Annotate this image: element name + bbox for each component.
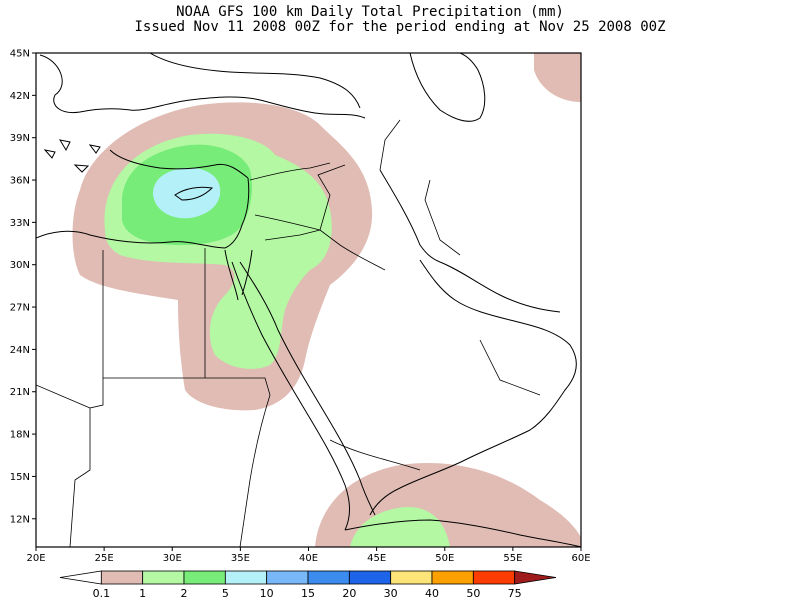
colorbar-label: 20 (342, 587, 356, 600)
lat-tick-label: 15N (10, 472, 30, 483)
colorbar-label: 75 (508, 587, 522, 600)
colorbar-label: 15 (301, 587, 315, 600)
lon-tick-label: 45E (367, 553, 386, 564)
colorbar-swatch (348, 570, 392, 585)
colorbar-swatch (431, 570, 474, 585)
lat-tick-label: 12N (10, 514, 30, 525)
lat-tick-label: 24N (10, 345, 30, 356)
colorbar-label: 40 (425, 587, 439, 600)
lon-tick-label: 60E (571, 553, 590, 564)
lat-tick-label: 21N (10, 387, 30, 398)
colorbar-swatch (224, 570, 268, 585)
lat-tick-label: 33N (10, 218, 30, 229)
colorbar-label: 2 (181, 587, 188, 600)
map-title: NOAA GFS 100 km Daily Total Precipitatio… (176, 4, 564, 20)
precip-area-5-10-eastmed (152, 167, 221, 219)
colorbar-swatch (59, 570, 102, 585)
colorbar-label: 5 (222, 587, 229, 600)
lat-tick-label: 30N (10, 260, 30, 271)
colorbar-swatch (472, 570, 516, 585)
lon-tick-label: 50E (435, 553, 454, 564)
lat-tick-label: 18N (10, 430, 30, 441)
lat-tick-label: 27N (10, 303, 30, 314)
lat-tick-label: 39N (10, 133, 30, 144)
colorbar-legend: 0.1 1 2 5 10 15 20 30 40 50 75 (59, 570, 557, 600)
latitude-axis: 45N 42N 39N 36N 33N 30N 27N 24N 21N 18N 15N 12N (10, 49, 36, 525)
lon-tick-label: 55E (503, 553, 522, 564)
colorbar-swatch (100, 570, 144, 585)
colorbar-swatch (307, 570, 350, 585)
lon-tick-label: 20E (26, 553, 45, 564)
lat-tick-label: 42N (10, 91, 30, 102)
precip-area-01-1-northeast (534, 53, 581, 102)
colorbar-label: 1 (139, 587, 146, 600)
map-subtitle: Issued Nov 11 2008 00Z for the period en… (134, 19, 666, 35)
country-borders (36, 119, 541, 547)
colorbar-label: 50 (466, 587, 480, 600)
coastlines (36, 53, 581, 547)
lon-tick-label: 25E (95, 553, 114, 564)
lon-tick-label: 35E (231, 553, 250, 564)
precipitation-fields (36, 53, 581, 547)
colorbar-label: 30 (384, 587, 398, 600)
colorbar-swatch (142, 570, 185, 585)
lon-tick-label: 40E (299, 553, 318, 564)
colorbar-label: 10 (260, 587, 274, 600)
lon-tick-label: 30E (163, 553, 182, 564)
colorbar-swatch (266, 570, 309, 585)
longitude-axis: 20E 25E 30E 35E 40E 45E 50E 55E 60E (26, 547, 591, 564)
lat-tick-label: 45N (10, 49, 30, 60)
precip-area-1-2-south (350, 506, 450, 547)
colorbar-swatch (183, 570, 226, 585)
lat-tick-label: 36N (10, 176, 30, 187)
colorbar-swatch (514, 570, 557, 585)
colorbar-label: 0.1 (93, 587, 111, 600)
colorbar-swatch (390, 570, 433, 585)
